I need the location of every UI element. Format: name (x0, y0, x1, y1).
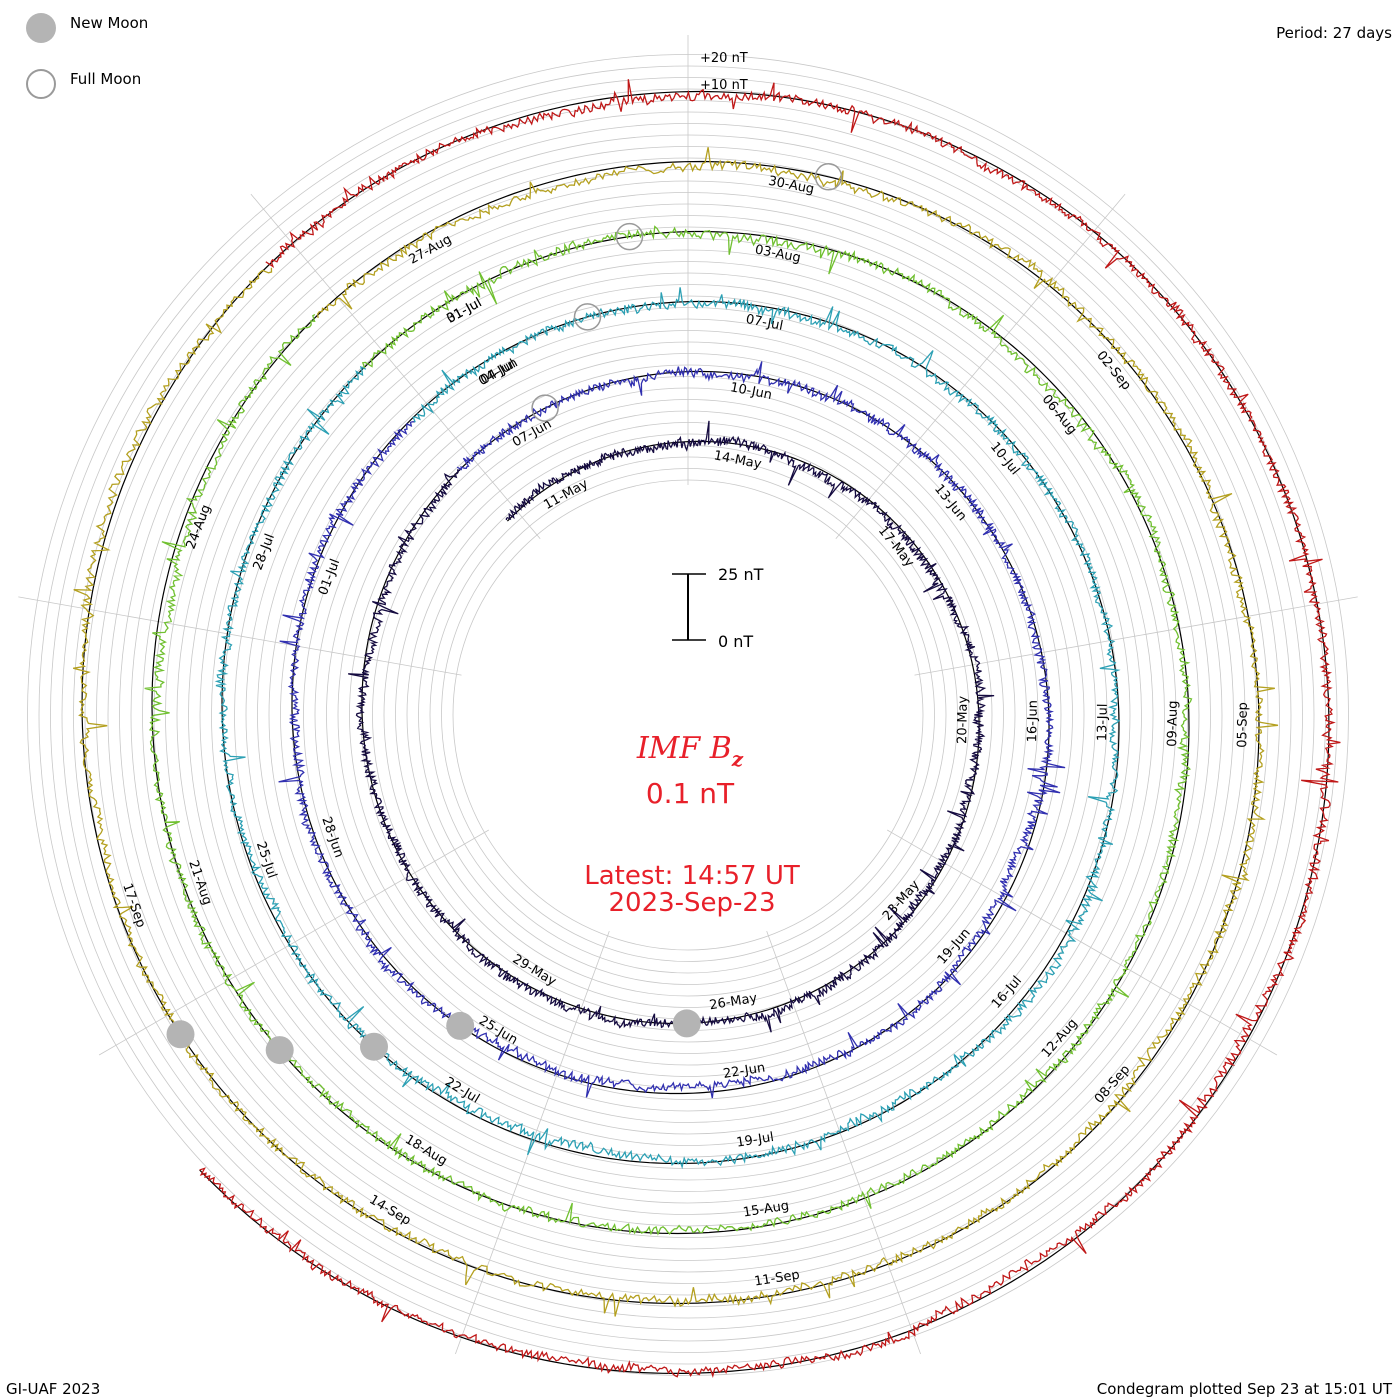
grid-circle (383, 410, 993, 1020)
bz-trace-rotation-1 (348, 420, 995, 1033)
date-label: 11-Sep (753, 1268, 801, 1290)
new-moon-marker (166, 1020, 195, 1049)
date-label: 01-Jul (316, 557, 343, 598)
latest-date: 2023-Sep-23 (608, 888, 775, 918)
series-layer (73, 79, 1341, 1379)
bz-trace-rotation-4 (144, 225, 1193, 1236)
date-label: 07-Jul (744, 312, 784, 334)
full-moon-label: Full Moon (70, 70, 142, 88)
date-label: 19-Jul (735, 1130, 775, 1151)
date-label: 30-Aug (767, 174, 815, 198)
grid-spoke (455, 930, 610, 1355)
bz-trace-rotation-5 (73, 147, 1279, 1317)
date-label: 26-May (708, 991, 758, 1013)
moon-layer (166, 163, 843, 1065)
chart-title: IMF Bz (636, 731, 744, 771)
bz-trace-rotation-6 (199, 79, 1341, 1379)
latest-time: Latest: 14:57 UT (584, 861, 800, 891)
full-moon-marker (531, 394, 559, 422)
grid-spoke (887, 829, 1278, 1056)
baseline-spiral (81, 90, 1330, 1374)
date-label: 16-Jun (1025, 700, 1041, 743)
grid-spoke (914, 596, 1358, 676)
new-moon-marker (446, 1011, 475, 1040)
date-label: 10-Jul (987, 439, 1022, 478)
full-moon-marker (615, 222, 644, 251)
date-label: 03-Aug (754, 242, 802, 266)
new-moon-label: New Moon (70, 14, 149, 32)
bz-trace-rotation-3 (214, 287, 1121, 1170)
grid-spoke (98, 829, 489, 1056)
outer-scale-label-10: +10 nT (700, 78, 748, 93)
date-label: 05-Sep (1235, 702, 1251, 748)
new-moon-icon (26, 13, 56, 43)
date-label: 14-Sep (366, 1192, 413, 1228)
full-moon-icon (26, 69, 56, 99)
date-label: 18-Aug (402, 1132, 449, 1169)
scale-top-label: 25 nT (718, 565, 764, 584)
current-value: 0.1 nT (646, 777, 735, 810)
outer-scale-labels: +20 nT +10 nT (700, 51, 748, 93)
grid-spoke (18, 596, 462, 676)
grid-spoke (835, 193, 1126, 540)
full-moon-marker (573, 303, 602, 331)
center-annotation: IMF Bz 0.1 nT Latest: 14:57 UT 2023-Sep-… (584, 565, 800, 918)
date-label: 12-Aug (1039, 1016, 1081, 1061)
scale-bar: 25 nT 0 nT (672, 565, 764, 651)
date-label: 09-Aug (1165, 700, 1181, 747)
grid-circle (360, 387, 1016, 1043)
period-label: Period: 27 days (1276, 24, 1392, 42)
new-moon-marker (672, 1009, 701, 1038)
date-label: 28-Jun (318, 815, 346, 860)
new-moon-marker (360, 1032, 388, 1061)
grid-circle (372, 399, 1004, 1031)
date-label: 13-Jul (1095, 703, 1111, 741)
axis-layer (81, 90, 1330, 1374)
new-moon-marker (265, 1036, 294, 1065)
grid-layer (18, 35, 1358, 1376)
grid-spoke (250, 193, 541, 540)
date-label: 28-Jul (251, 532, 278, 573)
date-label: 15-Aug (742, 1198, 790, 1220)
scale-bottom-label: 0 nT (718, 632, 753, 651)
outer-scale-label-20: +20 nT (700, 51, 748, 66)
full-moon-marker (814, 163, 843, 191)
date-label: 20-May (955, 695, 971, 744)
date-label: 10-Jun (729, 380, 773, 403)
bz-trace-rotation-2 (278, 361, 1066, 1099)
footer-plot-time: Condegram plotted Sep 23 at 15:01 UT (1096, 1380, 1392, 1398)
date-label: 22-Jun (722, 1060, 766, 1081)
footer-credit: GI-UAF 2023 (6, 1380, 101, 1398)
date-label: 14-May (713, 448, 763, 472)
